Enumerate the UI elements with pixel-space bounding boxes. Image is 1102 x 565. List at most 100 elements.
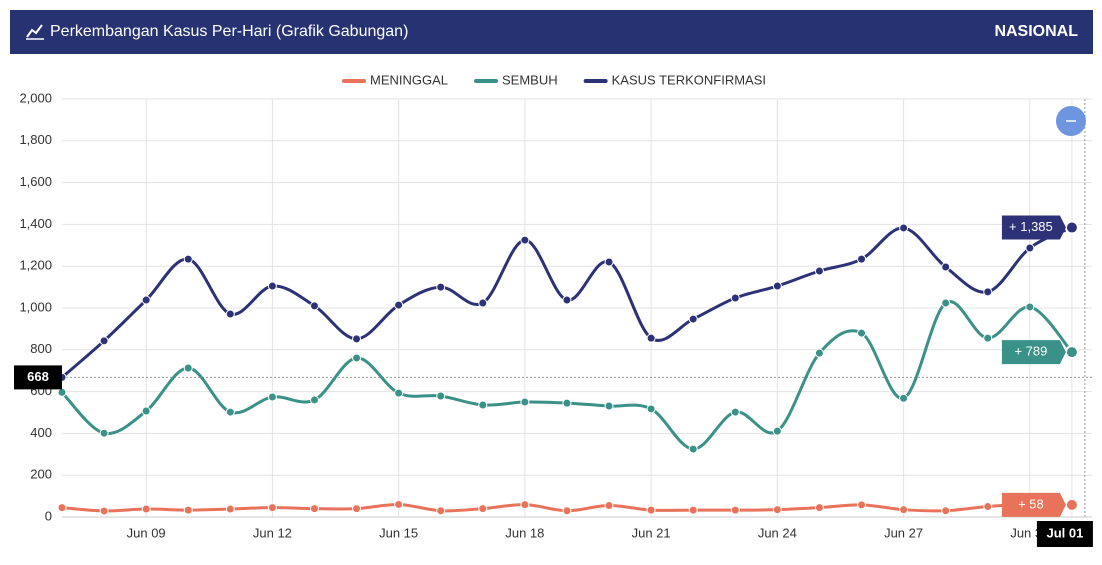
data-point [394,388,404,398]
data-point [688,444,698,454]
data-point [183,254,193,264]
data-point [1064,497,1079,512]
data-point [141,295,151,305]
legend-label: MENINGGAL [370,72,448,87]
y-tick-label: 1,400 [19,216,52,231]
data-point [394,499,404,509]
data-point [183,363,193,373]
tooltip-box [1001,492,1066,517]
data-point [772,505,782,515]
data-point [604,401,614,411]
x-tick-label: Jun 09 [127,525,166,540]
x-tick-label: Jun 24 [758,525,797,540]
data-point [309,504,319,514]
data-point [772,281,782,291]
data-point [899,393,909,403]
data-point [814,266,824,276]
tooltip-label: + 58 [1018,496,1044,511]
crosshair-x-label: Jul 01 [1046,525,1083,540]
data-point [141,504,151,514]
data-point [1025,243,1035,253]
data-point [1025,302,1035,312]
x-tick-label: Jun 15 [379,525,418,540]
data-point [772,426,782,436]
data-point [352,353,362,363]
data-point [646,404,656,414]
y-tick-label: 1,600 [19,174,52,189]
data-point [983,287,993,297]
tooltip-box [1001,215,1066,240]
data-point [267,281,277,291]
data-point [730,505,740,515]
y-tick-label: 2,000 [19,90,52,105]
tooltip: + 789 [1001,340,1066,365]
data-point [688,505,698,515]
data-point [857,328,867,338]
tooltip-label: + 1,385 [1009,219,1053,234]
data-point [941,298,951,308]
badge: NASIONAL [994,23,1078,40]
data-point [1064,220,1079,235]
x-tick-label: Jun 18 [505,525,544,540]
data-point [899,505,909,515]
data-point [99,336,109,346]
data-point [57,503,67,513]
data-point [436,506,446,516]
data-point [352,334,362,344]
chart-icon [26,24,44,40]
data-point [857,500,867,510]
data-point [99,506,109,516]
y-tick-label: 1,200 [19,258,52,273]
data-point [688,314,698,324]
legend-label: SEMBUH [502,72,558,87]
tooltip-label: + 789 [1014,344,1047,359]
data-point [309,395,319,405]
y-tick-label: 200 [30,467,52,482]
data-point [352,504,362,514]
data-point [478,400,488,410]
data-point [225,309,235,319]
y-tick-label: 1,000 [19,299,52,314]
data-point [983,502,993,512]
data-point [478,298,488,308]
data-point [183,505,193,515]
header: Perkembangan Kasus Per-Hari (Grafik Gabu… [10,10,1093,54]
data-point [646,505,656,515]
crosshair-y-box [14,365,62,390]
y-tick-label: 400 [30,425,52,440]
data-point [604,501,614,511]
data-point [267,503,277,513]
data-point [562,295,572,305]
data-point [983,333,993,343]
tooltip-box [1001,340,1066,365]
data-point [436,391,446,401]
data-point [730,293,740,303]
data-point [604,257,614,267]
data-point [562,398,572,408]
data-point [309,301,319,311]
crosshair-y-label: 668 [27,369,49,384]
x-tick-label: Jun 21 [632,525,671,540]
data-point [57,387,67,397]
data-point [941,506,951,516]
data-point [1064,345,1079,360]
data-point [141,406,151,416]
data-point [267,392,277,402]
data-point [394,300,404,310]
data-point [99,428,109,438]
data-point [941,262,951,272]
data-point [562,506,572,516]
data-point [899,223,909,233]
y-tick-label: 1,800 [19,132,52,147]
data-point [520,235,530,245]
data-point [436,282,446,292]
data-point [814,348,824,358]
data-point [520,397,530,407]
x-tick-label: Jun 27 [884,525,923,540]
title: Perkembangan Kasus Per-Hari (Grafik Gabu… [50,23,409,40]
legend-label: KASUS TERKONFIRMASI [612,72,766,87]
data-point [814,503,824,513]
x-tick-label: Jun 12 [253,525,292,540]
data-point [730,407,740,417]
